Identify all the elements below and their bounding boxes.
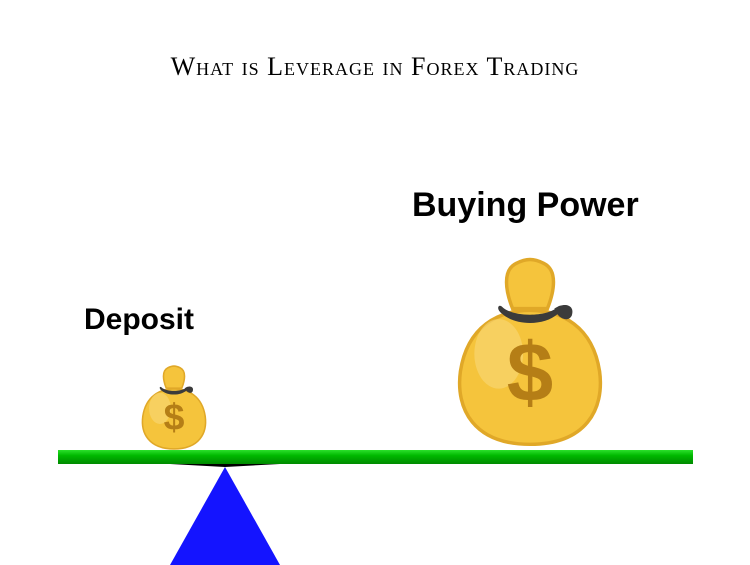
balance-beam xyxy=(58,450,693,464)
money-bag-small-icon: $ xyxy=(135,363,213,453)
buying-power-label: Buying Power xyxy=(412,186,639,225)
svg-text:$: $ xyxy=(164,395,185,437)
fulcrum-triangle xyxy=(170,464,280,565)
money-bag-large-icon: $ xyxy=(440,253,620,453)
svg-text:$: $ xyxy=(507,325,553,419)
deposit-label: Deposit xyxy=(84,303,194,337)
page-title: What is Leverage in Forex Trading xyxy=(0,52,750,82)
